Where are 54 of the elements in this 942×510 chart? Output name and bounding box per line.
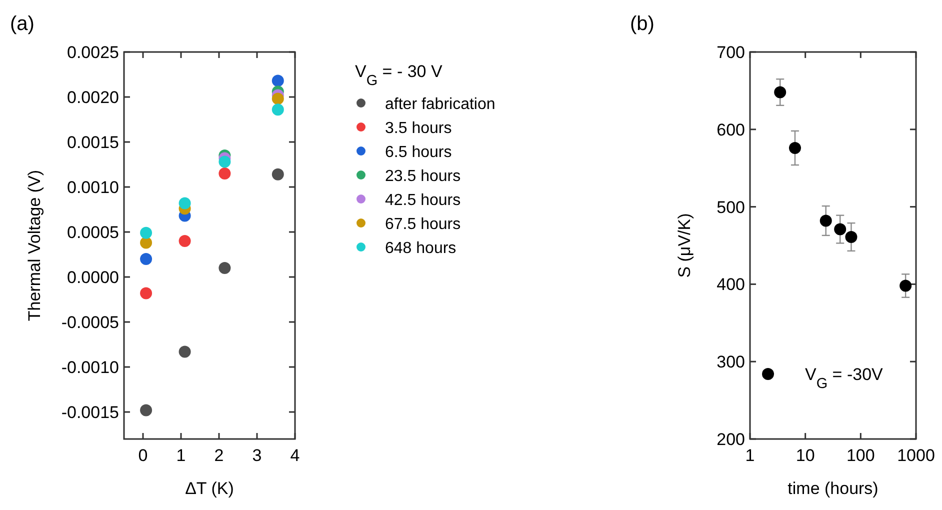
legend-title: V$_{G}$ = - 30 V [355,62,443,89]
x-tick-label: 10 [796,446,815,465]
y-tick-label: 0.0020 [67,88,119,107]
y-tick-label: 500 [716,198,745,217]
legend-label: 23.5 hours [385,168,461,185]
chart-title: (a) [10,13,34,35]
x-tick-label: 2 [214,446,224,465]
x-tick-label: 0 [138,446,148,465]
y-tick-label: 700 [716,43,745,62]
point [218,156,231,168]
point [140,253,152,265]
x-axis-title: time (hours) [788,479,878,498]
y-axis-title: Thermal Voltage (V) [25,170,44,322]
point [272,74,284,87]
point [178,346,191,358]
point [178,235,191,247]
y-tick-label: 200 [716,430,745,449]
point [218,262,231,274]
y-tick-label: -0.0005 [61,313,119,332]
legend-label: 67.5 hours [385,216,461,233]
y-tick-label: 300 [716,352,745,372]
point [218,168,231,180]
y-tick-label: 0.0025 [67,43,119,62]
legend-label: after fabrication [385,96,496,113]
point [178,197,191,210]
legend-label: 6.5 hours [385,144,452,161]
point [272,92,284,105]
x-tick-label: 100 [846,446,875,465]
point [272,104,284,116]
y-tick-label: 0.0005 [67,223,119,242]
legend-label: 42.5 hours [385,192,461,209]
y-tick-label: -0.0010 [61,358,119,377]
legend-label: 3.5 hours [385,120,452,137]
x-tick-label: 1 [745,446,755,465]
x-tick-label: 1 [176,446,186,465]
x-axis-title: ΔT (K) [185,479,234,498]
x-tick-label: 4 [290,446,300,465]
point [272,168,284,180]
y-tick-label: 0.0000 [67,268,119,287]
point [140,404,152,416]
y-tick-label: 600 [716,120,745,140]
y-tick-label: 0.0010 [67,178,119,197]
y-tick-label: 0.0015 [67,133,119,152]
legend-label: V$_{G}$ = -30V [805,365,884,392]
y-tick-label: -0.0015 [61,403,119,422]
x-tick-label: 1000 [897,446,935,465]
y-axis-title: S (μV/K) [675,213,694,278]
legend-label: 648 hours [385,240,456,257]
point [140,226,152,239]
point [140,236,152,249]
chart-title: (b) [630,13,654,35]
point [140,287,152,300]
y-tick-label: 400 [716,275,745,294]
x-tick-label: 3 [252,446,262,465]
